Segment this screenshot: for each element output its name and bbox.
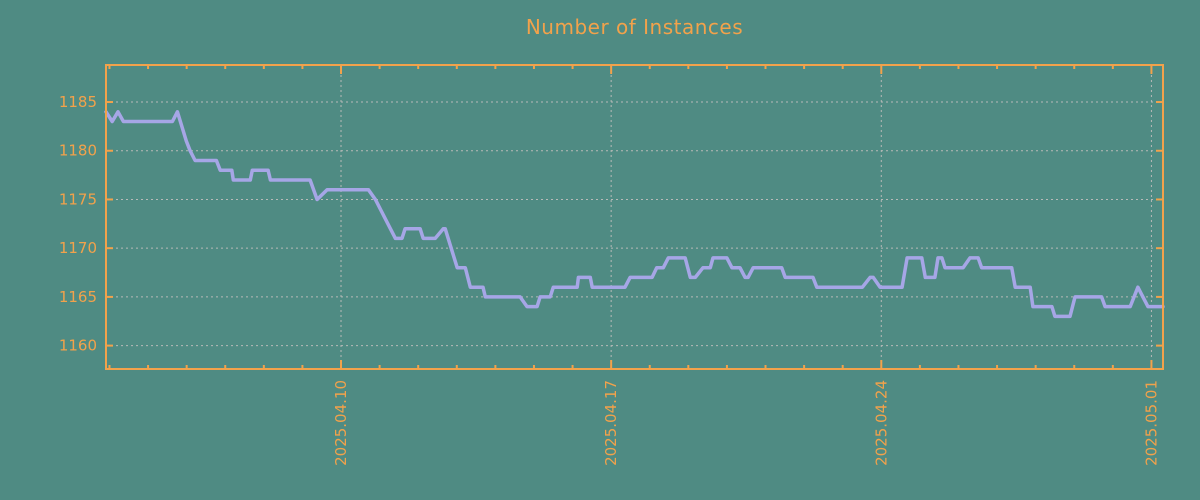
y-axis-label: 1180: [59, 142, 97, 160]
x-axis-label: 2025.04.10: [332, 380, 350, 466]
series-line-instances: [104, 110, 1165, 319]
y-axis-label: 1165: [59, 288, 97, 306]
x-axis-label: 2025.04.24: [872, 380, 890, 466]
chart-title: Number of Instances: [525, 15, 744, 39]
y-axis-label: 1170: [59, 239, 97, 257]
plot-border: [105, 64, 1164, 370]
y-axis-label: 1160: [59, 337, 97, 355]
y-axis-label: 1185: [59, 93, 97, 111]
x-axis-label: 2025.04.17: [602, 380, 620, 466]
y-axis-label: 1175: [59, 190, 97, 208]
x-axis-label: 2025.05.01: [1142, 380, 1160, 466]
